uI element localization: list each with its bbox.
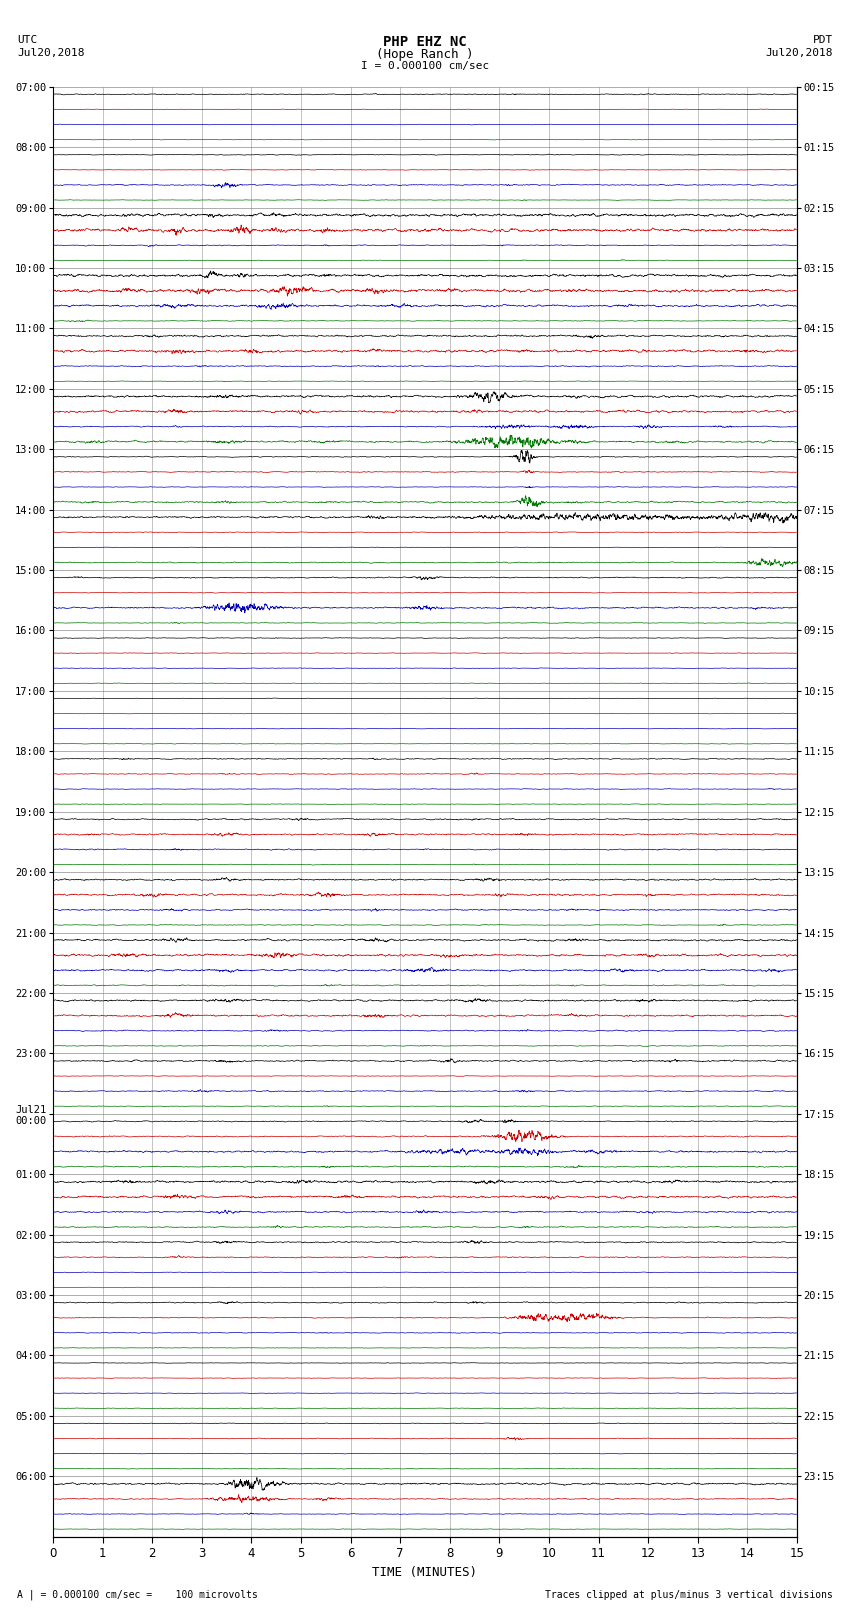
Text: Jul20,2018: Jul20,2018 [17,48,84,58]
Text: Traces clipped at plus/minus 3 vertical divisions: Traces clipped at plus/minus 3 vertical … [545,1590,833,1600]
Text: Jul20,2018: Jul20,2018 [766,48,833,58]
Text: PHP EHZ NC: PHP EHZ NC [383,35,467,50]
Text: UTC: UTC [17,35,37,45]
Text: A | = 0.000100 cm/sec =    100 microvolts: A | = 0.000100 cm/sec = 100 microvolts [17,1589,258,1600]
Text: PDT: PDT [813,35,833,45]
X-axis label: TIME (MINUTES): TIME (MINUTES) [372,1566,478,1579]
Text: (Hope Ranch ): (Hope Ranch ) [377,48,473,61]
Text: I = 0.000100 cm/sec: I = 0.000100 cm/sec [361,61,489,71]
